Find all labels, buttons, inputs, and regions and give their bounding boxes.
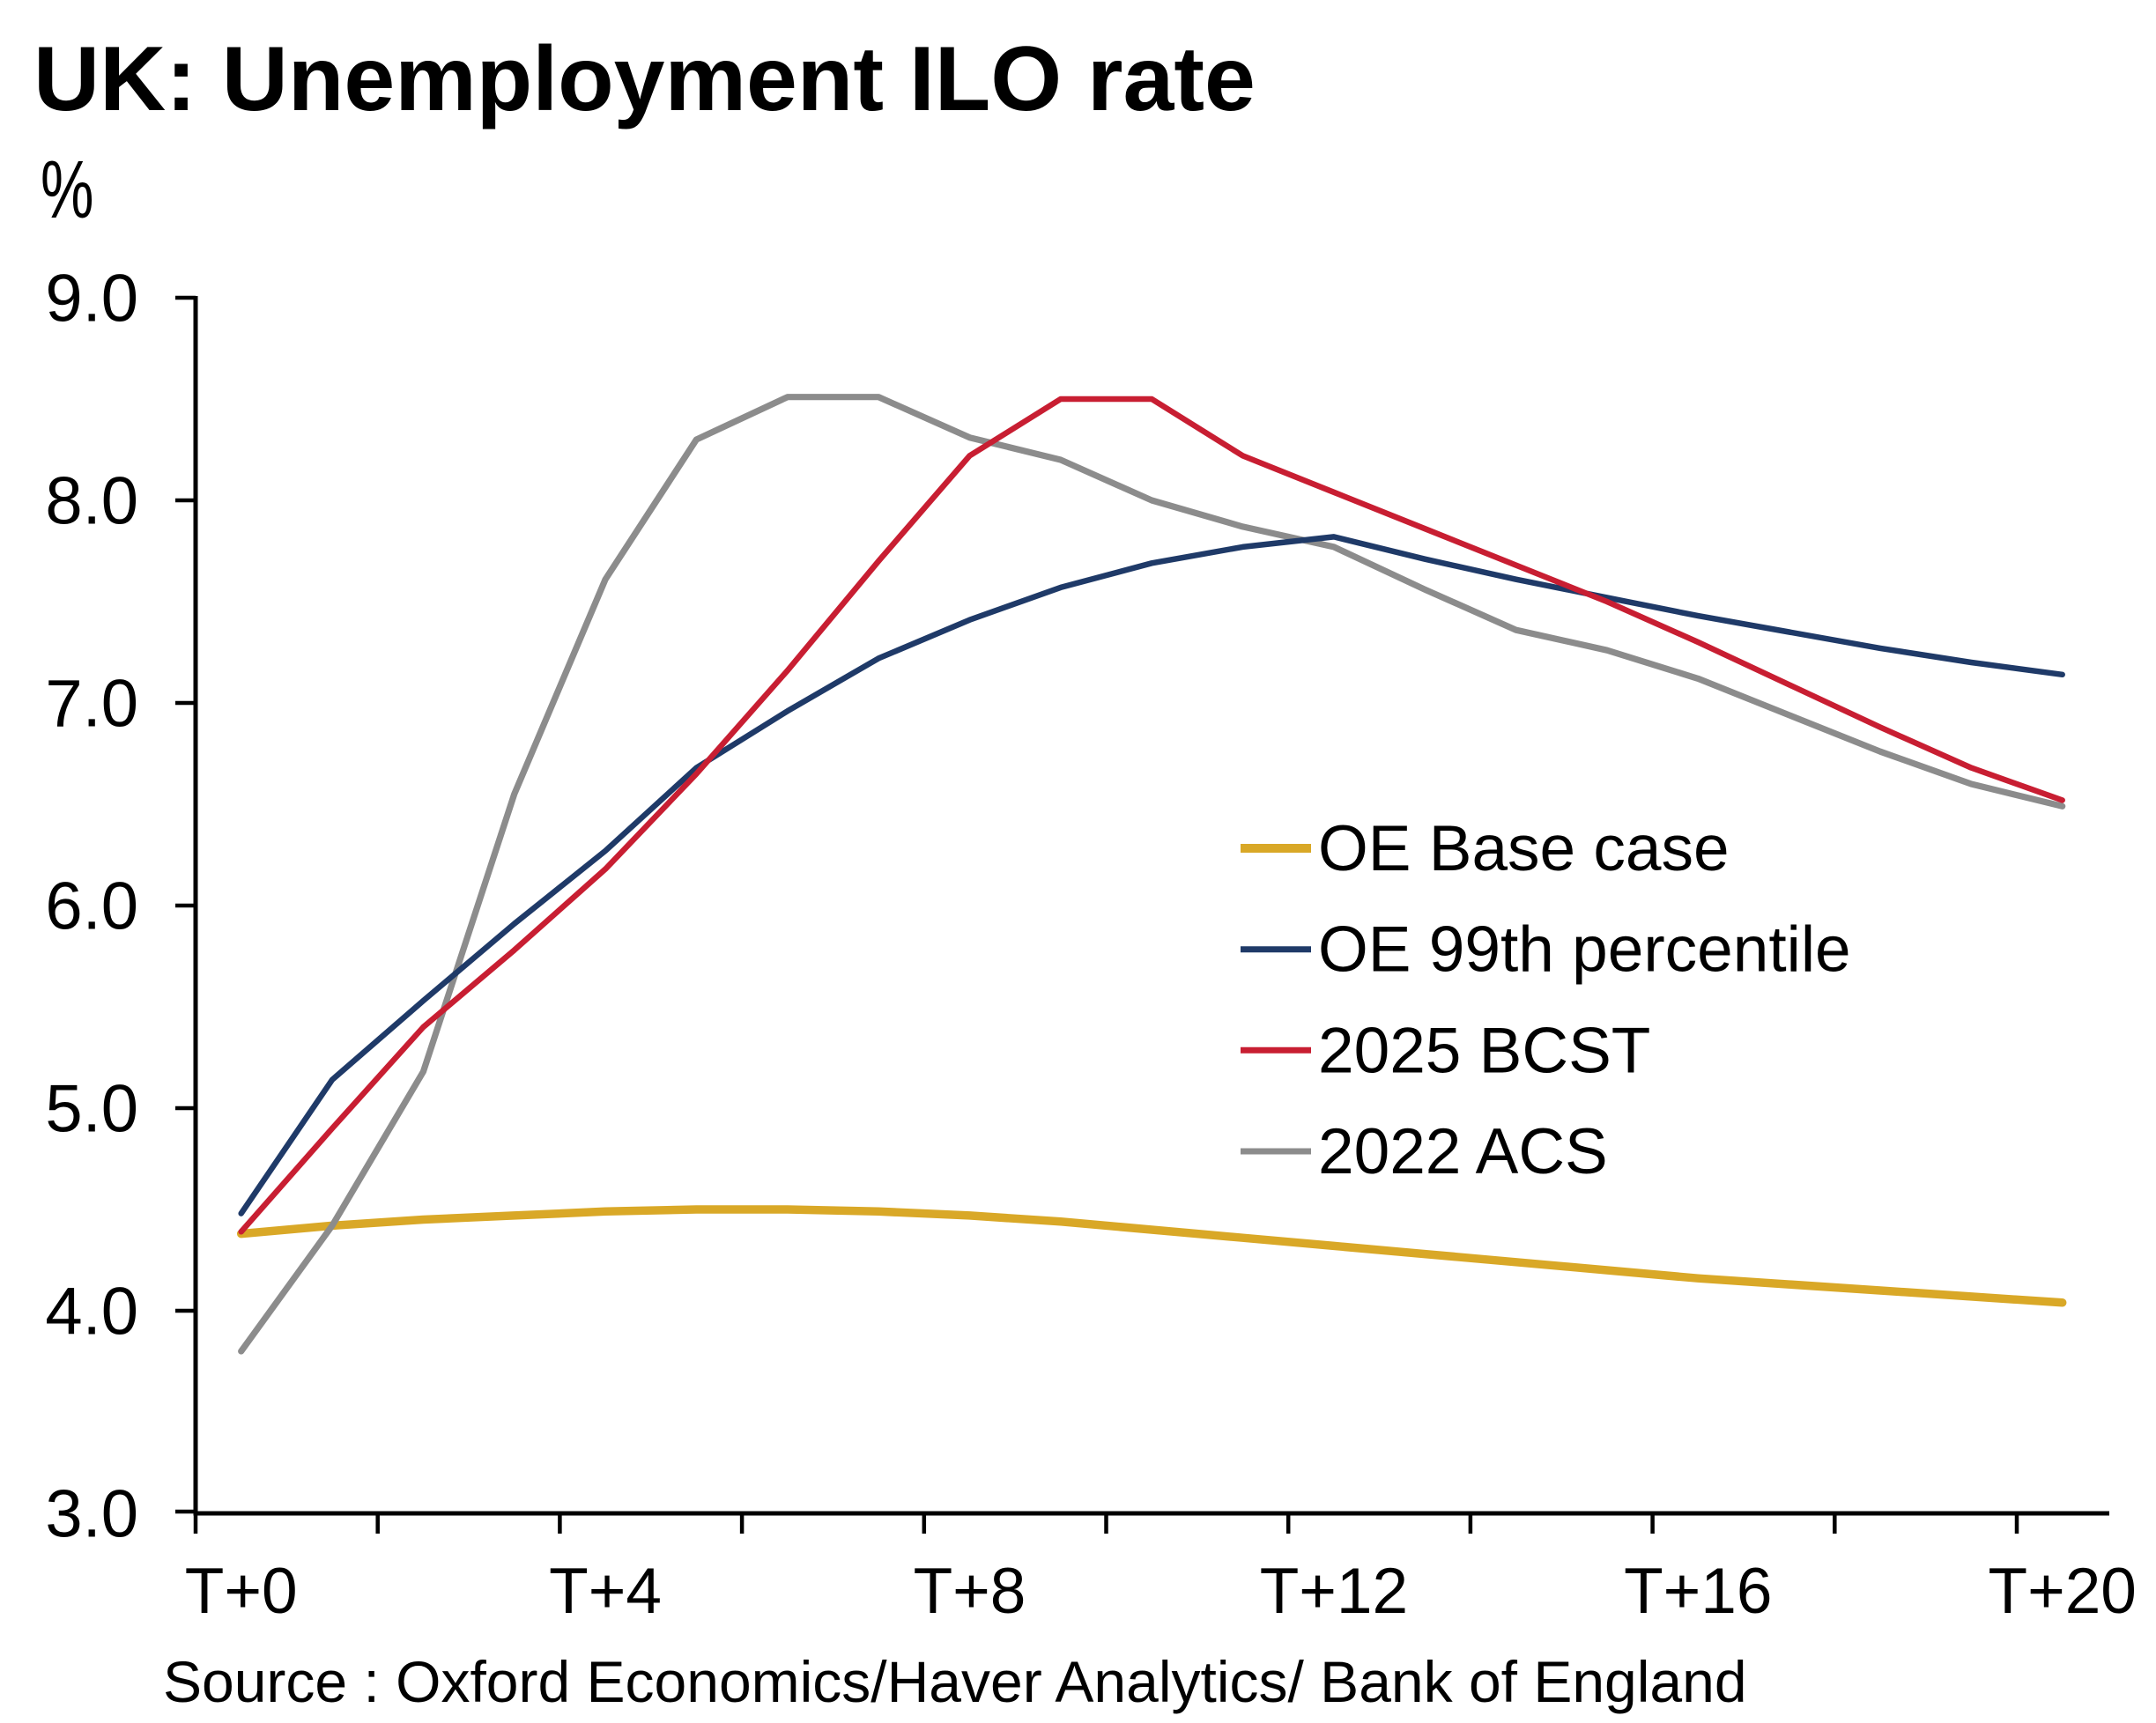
svg-text:5.0: 5.0 [45, 1072, 138, 1147]
svg-text:3.0: 3.0 [45, 1477, 138, 1552]
svg-text:7.0: 7.0 [45, 667, 138, 742]
svg-text:T+12: T+12 [1260, 1556, 1408, 1627]
svg-text:9.0: 9.0 [45, 262, 138, 336]
svg-text:%: % [41, 144, 93, 236]
svg-text:UK: Unemployment ILO rate: UK: Unemployment ILO rate [33, 28, 1256, 130]
svg-text:8.0: 8.0 [45, 464, 138, 539]
svg-text:Source : Oxford Economics/Have: Source : Oxford Economics/Haver Analytic… [163, 1649, 1747, 1714]
svg-text:T+0: T+0 [185, 1556, 298, 1627]
svg-text:2025 BCST: 2025 BCST [1318, 1015, 1650, 1086]
svg-text:2022 ACS: 2022 ACS [1318, 1116, 1608, 1187]
svg-text:T+4: T+4 [549, 1556, 662, 1627]
svg-text:T+8: T+8 [914, 1556, 1026, 1627]
svg-text:T+20: T+20 [1988, 1556, 2136, 1627]
svg-text:OE 99th percentile: OE 99th percentile [1318, 914, 1851, 986]
svg-text:OE Base case: OE Base case [1318, 813, 1730, 884]
svg-text:4.0: 4.0 [45, 1275, 138, 1350]
svg-text:6.0: 6.0 [45, 869, 138, 944]
svg-text:T+16: T+16 [1624, 1556, 1772, 1627]
